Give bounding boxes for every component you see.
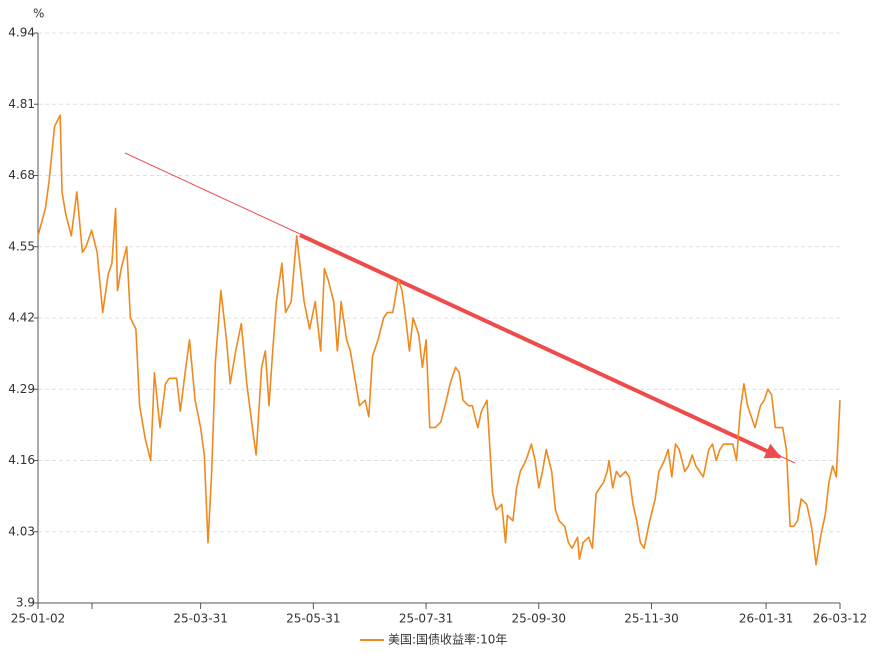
x-tick-label: 25-09-30 xyxy=(512,612,566,626)
trend-arrow xyxy=(299,233,782,459)
x-tick-label: 25-05-31 xyxy=(286,612,340,626)
y-tick-label: 4.16 xyxy=(8,453,35,467)
legend: 美国:国债收益率:10年 xyxy=(360,632,507,647)
y-tick-label: 4.81 xyxy=(8,97,35,111)
series-line xyxy=(37,114,841,566)
y-tick-label: 4.94 xyxy=(8,26,35,40)
y-unit: % xyxy=(33,7,44,21)
y-tick-label: 4.55 xyxy=(8,239,35,253)
x-tick-label: 26-03-12 xyxy=(813,612,867,626)
y-tick-label: 3.9 xyxy=(16,596,35,610)
y-tick-label: 4.03 xyxy=(8,524,35,538)
x-tick-label: 25-01-02 xyxy=(11,612,65,626)
y-tick-label: 4.68 xyxy=(8,168,35,182)
x-tick-label: 26-01-31 xyxy=(739,612,793,626)
x-tick-label: 25-03-31 xyxy=(173,612,227,626)
legend-label: 美国:国债收益率:10年 xyxy=(388,632,507,647)
y-tick-label: 4.29 xyxy=(8,382,35,396)
y-tick-label: 4.42 xyxy=(8,311,35,325)
x-tick-label: 25-07-31 xyxy=(399,612,453,626)
x-tick-label: 25-11-30 xyxy=(624,612,678,626)
